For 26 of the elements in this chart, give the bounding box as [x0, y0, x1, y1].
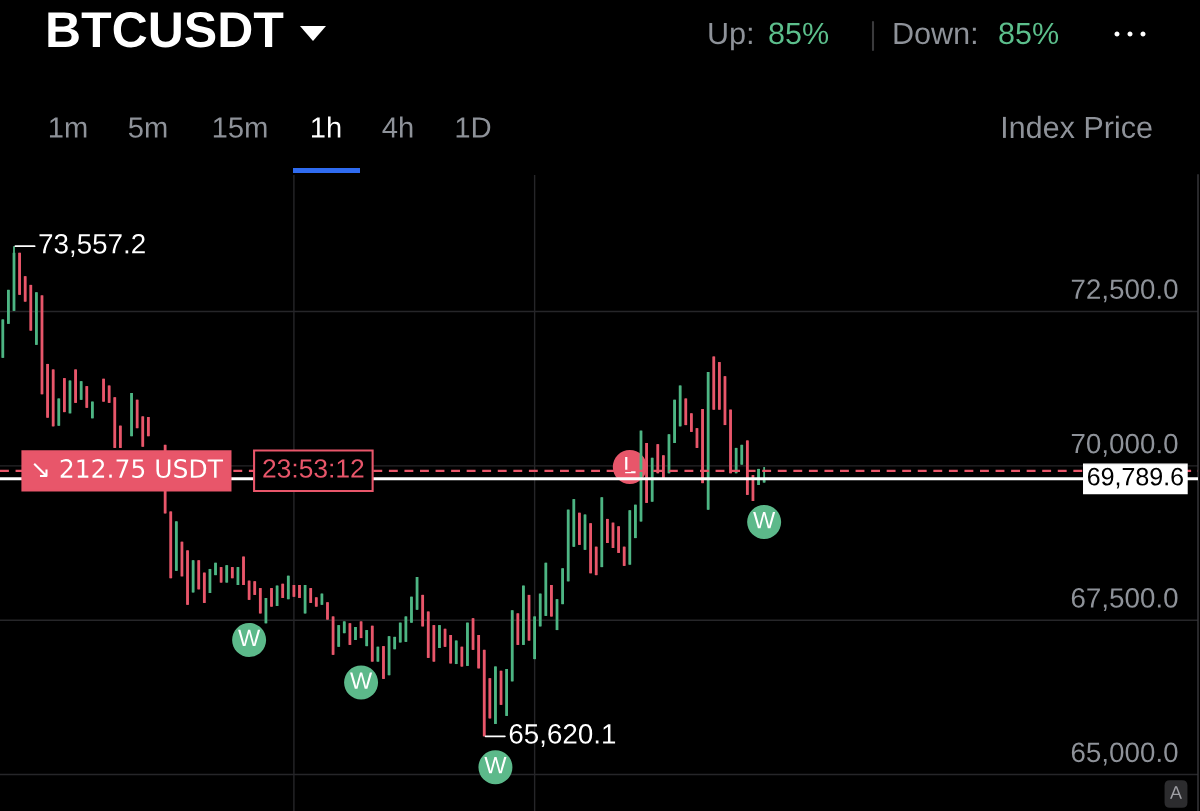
ref-line-label: ↘ 212.75 USDT: [33, 459, 224, 479]
chart-title: BTCUSDT: [48, 12, 284, 48]
series-label: W: [753, 511, 776, 529]
text: W: [238, 629, 261, 647]
y-tick-label: 72,500.0: [1071, 279, 1178, 303]
text: W: [350, 672, 373, 689]
text: 5m: [128, 117, 167, 138]
y-tick-label: 67,500.0: [1071, 588, 1178, 612]
annotation: A: [1170, 786, 1182, 799]
text: 1D: [456, 117, 491, 138]
y-tick-label: 65,000.0: [1071, 742, 1178, 766]
annotation: 65,620.1: [509, 724, 616, 748]
text: Index Price: [1002, 115, 1152, 139]
text: W: [484, 757, 507, 774]
y-tick-label: 70,000.0: [1071, 433, 1178, 457]
text: 1h: [312, 116, 341, 138]
text: Down:: [894, 22, 976, 45]
text: 4h: [382, 116, 413, 138]
text: 15m: [213, 117, 267, 138]
annotation: 73,557.2: [39, 233, 145, 257]
text: Up:: [709, 22, 752, 51]
text: 85%: [769, 22, 829, 45]
text: 85%: [999, 22, 1059, 45]
ref-line-label: 69,789.6: [1087, 467, 1183, 489]
annotation: 23:53:12: [263, 459, 364, 478]
text: 1m: [49, 117, 87, 138]
